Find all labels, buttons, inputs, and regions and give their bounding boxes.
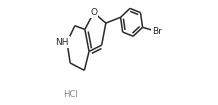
Text: Br: Br — [152, 27, 162, 36]
Text: O: O — [90, 8, 97, 17]
Text: HCl: HCl — [63, 90, 78, 99]
Text: NH: NH — [56, 37, 69, 47]
